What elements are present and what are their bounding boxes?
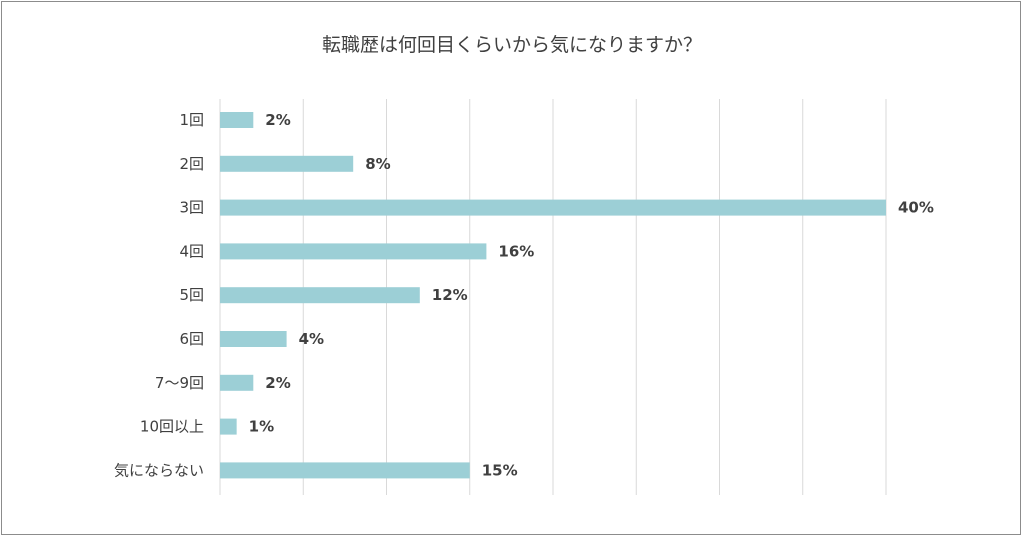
category-label: 6回 [179, 330, 204, 348]
bar [220, 243, 487, 260]
data-label: 2% [265, 111, 290, 129]
data-label: 2% [265, 374, 290, 392]
bar [220, 155, 354, 172]
category-label: 10回以上 [140, 418, 204, 436]
bar [220, 331, 287, 347]
category-label: 7～9回 [155, 374, 204, 392]
data-label: 40% [898, 199, 934, 217]
data-label: 1% [249, 418, 274, 436]
data-label: 4% [299, 330, 324, 348]
bar [220, 287, 420, 304]
bar [220, 418, 237, 435]
bar [220, 374, 254, 391]
data-label: 8% [365, 155, 390, 173]
category-label: 4回 [179, 242, 204, 260]
chart-title: 転職歴は何回目くらいから気になりますか？ [322, 34, 702, 56]
data-label: 15% [482, 461, 518, 479]
category-label: 1回 [179, 111, 204, 129]
bars [220, 112, 886, 479]
data-label: 12% [432, 286, 468, 304]
bar [220, 462, 470, 479]
category-label: 2回 [179, 155, 204, 173]
category-label: 3回 [179, 199, 204, 217]
category-label: 気にならない [114, 461, 204, 479]
bar [220, 199, 886, 216]
bar [220, 112, 254, 128]
category-label: 5回 [179, 286, 204, 304]
data-label: 16% [498, 242, 534, 260]
data-labels: 2% 8% 40% 16% 12% 4% 2% 1% 15% [249, 111, 934, 479]
